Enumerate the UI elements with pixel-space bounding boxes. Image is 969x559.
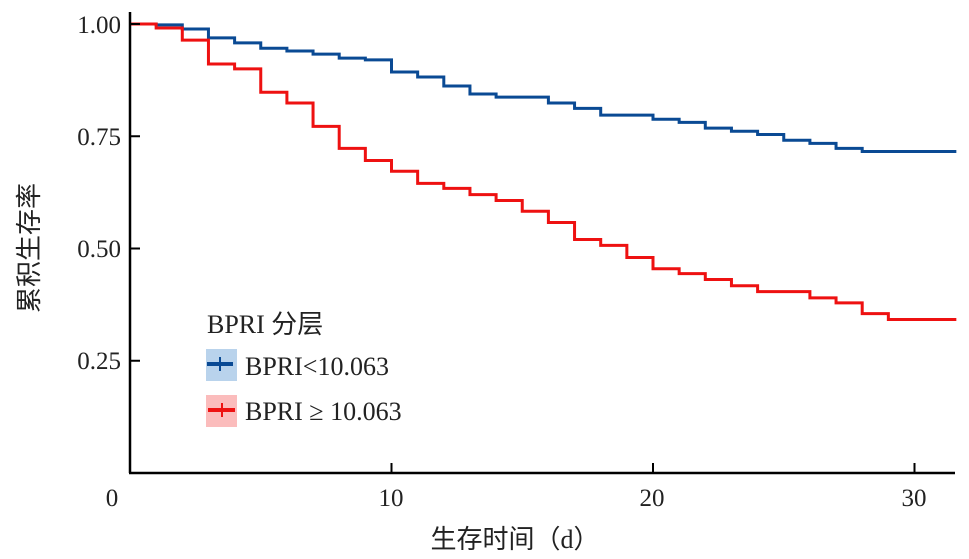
y-axis-label: 累积生存率 (15, 183, 44, 313)
y-tick-label: 0.25 (77, 348, 121, 375)
survival-curves (130, 22, 957, 321)
legend-title: BPRI 分层 (207, 310, 323, 339)
x-tick-label: 20 (640, 485, 665, 512)
legend-label-high: BPRI ≥ 10.063 (245, 397, 402, 426)
x-axis-label: 生存时间（d） (430, 525, 599, 554)
legend-label-low: BPRI<10.063 (245, 352, 389, 381)
x-tick-label: 30 (902, 485, 927, 512)
legend: BPRI 分层 BPRI<10.063 BPRI ≥ 10.063 (206, 310, 402, 427)
y-tick-label: 0.50 (77, 236, 121, 263)
series-line-high-bpri (130, 22, 957, 321)
y-tick-label: 0.75 (77, 124, 121, 151)
x-tick-label: 0 (106, 485, 119, 512)
y-tick-label: 1.00 (77, 12, 121, 39)
axis-ticks (130, 23, 916, 473)
series-line-low-bpri (130, 22, 957, 154)
x-tick-label: 10 (379, 485, 404, 512)
